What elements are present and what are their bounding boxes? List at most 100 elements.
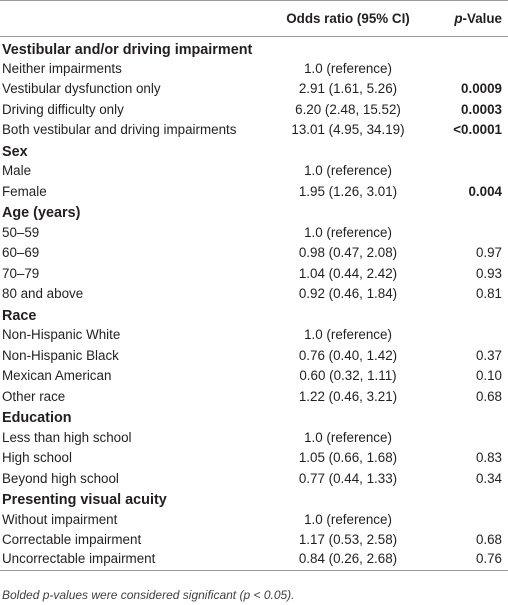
odds-ratio-cell: 0.60 (0.32, 1.11) xyxy=(299,368,397,384)
section-header-row: Education xyxy=(0,407,508,428)
odds-ratio-cell: 0.98 (0.47, 2.08) xyxy=(298,245,398,261)
section-header-row: Vestibular and/or driving impairment xyxy=(0,37,508,58)
header-p-value: p-Value xyxy=(434,0,508,37)
p-value-cell xyxy=(434,222,508,243)
p-value-cell: 0.34 xyxy=(475,470,502,486)
table-body: Vestibular and/or driving impairment Neit… xyxy=(0,37,508,571)
table-row: Driving difficulty only 6.20 (2.48, 15.52… xyxy=(0,99,508,120)
p-value-cell xyxy=(434,509,508,530)
row-label: Less than high school xyxy=(2,429,132,445)
row-label: Both vestibular and driving impairments xyxy=(2,122,237,138)
row-label: Beyond high school xyxy=(2,470,119,486)
row-label: Other race xyxy=(2,388,66,404)
p-value-cell: 0.76 xyxy=(434,550,508,571)
p-value-cell: 0.93 xyxy=(475,265,502,281)
row-label: 80 and above xyxy=(2,286,84,302)
table-row: 80 and above 0.92 (0.46, 1.84) 0.81 xyxy=(0,284,508,305)
section-header-row: Age (years) xyxy=(0,202,508,223)
table-row: Uncorrectable impairment 0.84 (0.26, 2.68… xyxy=(0,550,508,571)
row-label: Non-Hispanic Black xyxy=(2,347,119,363)
p-value-cell: 0.10 xyxy=(475,368,502,384)
header-p-italic: p xyxy=(454,11,463,26)
p-value-cell xyxy=(434,161,508,182)
odds-ratio-cell: 1.0 (reference) xyxy=(304,511,392,527)
header-p-suffix: -Value xyxy=(462,11,502,26)
table-row: Female 1.95 (1.26, 3.01) 0.004 xyxy=(0,181,508,202)
table-footnote: Bolded p-values were considered signific… xyxy=(2,588,295,602)
p-value-cell: 0.68 xyxy=(475,532,502,548)
table-row: Non-Hispanic Black 0.76 (0.40, 1.42) 0.37 xyxy=(0,345,508,366)
odds-ratio-cell: 2.91 (1.61, 5.26) xyxy=(298,81,398,97)
p-value-cell: 0.81 xyxy=(475,286,502,302)
odds-ratio-cell: 1.0 (reference) xyxy=(304,224,392,240)
row-label: Male xyxy=(2,163,32,179)
odds-ratio-cell: 1.0 (reference) xyxy=(304,60,392,76)
p-value-cell: 0.0009 xyxy=(461,81,502,97)
row-label: 60–69 xyxy=(2,245,40,261)
row-label: 70–79 xyxy=(2,265,40,281)
row-label: 50–59 xyxy=(2,224,40,240)
p-value-cell xyxy=(434,325,508,346)
p-value-cell: 0.97 xyxy=(475,245,502,261)
odds-ratio-table: Odds ratio (95% CI) p-Value Vestibular a… xyxy=(0,0,508,571)
odds-ratio-cell: 1.04 (0.44, 2.42) xyxy=(298,265,398,281)
row-label: Vestibular dysfunction only xyxy=(2,81,161,97)
table-row: Male 1.0 (reference) xyxy=(0,161,508,182)
p-value-cell: <0.0001 xyxy=(453,122,502,138)
p-value-cell xyxy=(434,58,508,79)
section-title: Presenting visual acuity xyxy=(2,492,167,509)
header-odds-ratio: Odds ratio (95% CI) xyxy=(262,0,434,37)
odds-ratio-cell: 0.77 (0.44, 1.33) xyxy=(298,470,398,486)
table-row: 70–79 1.04 (0.44, 2.42) 0.93 xyxy=(0,263,508,284)
odds-ratio-cell: 1.0 (reference) xyxy=(304,429,392,445)
table-row: Neither impairments 1.0 (reference) xyxy=(0,58,508,79)
row-label: Without impairment xyxy=(2,511,118,527)
table-row: High school 1.05 (0.66, 1.68) 0.83 xyxy=(0,448,508,469)
odds-ratio-cell: 6.20 (2.48, 15.52) xyxy=(295,101,401,117)
p-value-cell: 0.37 xyxy=(475,347,502,363)
section-title: Education xyxy=(2,410,72,427)
p-value-cell: 0.004 xyxy=(468,183,502,199)
odds-ratio-cell: 0.84 (0.26, 2.68) xyxy=(262,550,434,571)
table-row: Without impairment 1.0 (reference) xyxy=(0,509,508,530)
row-label: Female xyxy=(2,183,47,199)
row-label: Driving difficulty only xyxy=(2,101,124,117)
table-row: 60–69 0.98 (0.47, 2.08) 0.97 xyxy=(0,243,508,264)
table-row: Less than high school 1.0 (reference) xyxy=(0,427,508,448)
section-title: Sex xyxy=(2,143,28,160)
odds-ratio-cell: 1.05 (0.66, 1.68) xyxy=(298,450,398,466)
odds-ratio-cell: 1.17 (0.53, 2.58) xyxy=(298,532,398,548)
table-row: Other race 1.22 (0.46, 3.21) 0.68 xyxy=(0,386,508,407)
section-title: Vestibular and/or driving impairment xyxy=(2,42,253,58)
section-header-row: Race xyxy=(0,304,508,325)
row-label: Non-Hispanic White xyxy=(2,327,121,343)
row-label: Neither impairments xyxy=(2,60,122,76)
section-title: Race xyxy=(2,307,37,324)
table-row: Mexican American 0.60 (0.32, 1.11) 0.10 xyxy=(0,366,508,387)
table-row: Vestibular dysfunction only 2.91 (1.61, 5… xyxy=(0,79,508,100)
odds-ratio-cell: 0.76 (0.40, 1.42) xyxy=(298,347,398,363)
p-value-cell: 0.83 xyxy=(475,450,502,466)
row-label: High school xyxy=(2,450,72,466)
odds-ratio-cell: 1.95 (1.26, 3.01) xyxy=(298,183,398,199)
p-value-cell xyxy=(434,427,508,448)
odds-ratio-cell: 13.01 (4.95, 34.19) xyxy=(291,122,405,138)
table-row: Both vestibular and driving impairments 1… xyxy=(0,120,508,141)
odds-ratio-cell: 1.0 (reference) xyxy=(304,163,392,179)
table-row: Correctable impairment 1.17 (0.53, 2.58) 0… xyxy=(0,530,508,551)
odds-ratio-cell: 0.92 (0.46, 1.84) xyxy=(298,286,398,302)
section-header-row: Presenting visual acuity xyxy=(0,489,508,510)
p-value-cell: 0.0003 xyxy=(461,101,502,117)
table-row: 50–59 1.0 (reference) xyxy=(0,222,508,243)
header-variable xyxy=(0,0,262,37)
row-label: Correctable impairment xyxy=(2,532,142,548)
row-label: Uncorrectable impairment xyxy=(0,550,262,571)
odds-ratio-cell: 1.0 (reference) xyxy=(304,327,392,343)
p-value-cell: 0.68 xyxy=(475,388,502,404)
row-label: Mexican American xyxy=(2,368,112,384)
table-row: Non-Hispanic White 1.0 (reference) xyxy=(0,325,508,346)
odds-ratio-cell: 1.22 (0.46, 3.21) xyxy=(298,388,398,404)
table-row: Beyond high school 0.77 (0.44, 1.33) 0.34 xyxy=(0,468,508,489)
table-header: Odds ratio (95% CI) p-Value xyxy=(0,0,508,37)
